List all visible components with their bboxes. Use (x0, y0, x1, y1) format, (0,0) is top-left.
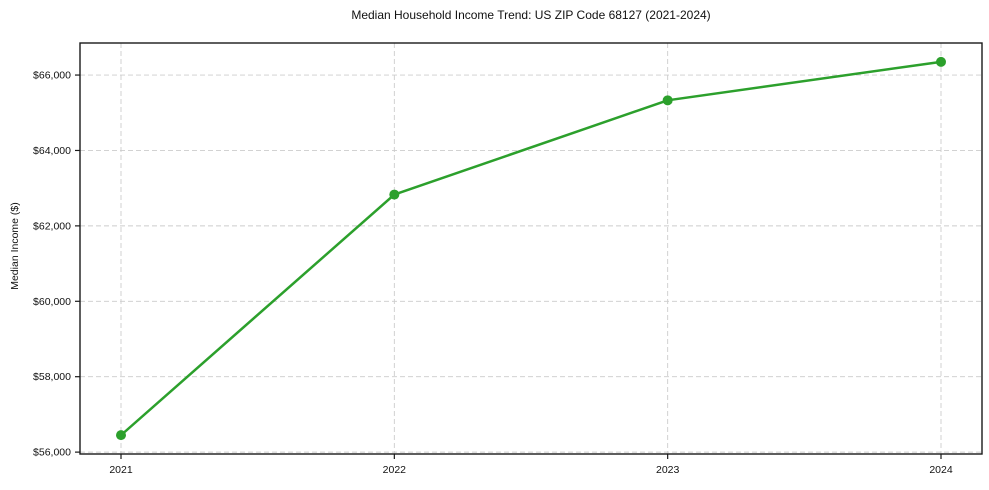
x-tick-label: 2021 (109, 464, 133, 476)
data-point (116, 430, 126, 441)
data-point (662, 95, 673, 106)
data-point (936, 56, 946, 67)
x-tick-label: 2023 (656, 464, 680, 476)
y-tick-label: $58,000 (33, 371, 71, 383)
y-tick-label: $62,000 (33, 220, 71, 232)
trend-line (119, 60, 943, 437)
chart-title: Median Household Income Trend: US ZIP Co… (351, 8, 711, 22)
y-tick-label: $56,000 (33, 447, 71, 459)
x-tick-label: 2024 (929, 464, 953, 476)
plot-border (79, 42, 983, 455)
data-point (389, 189, 400, 200)
y-tick-label: $64,000 (33, 145, 71, 157)
y-tick-label: $66,000 (33, 70, 71, 82)
x-tick-label: 2022 (383, 464, 407, 476)
y-tick-label: $60,000 (33, 296, 71, 308)
